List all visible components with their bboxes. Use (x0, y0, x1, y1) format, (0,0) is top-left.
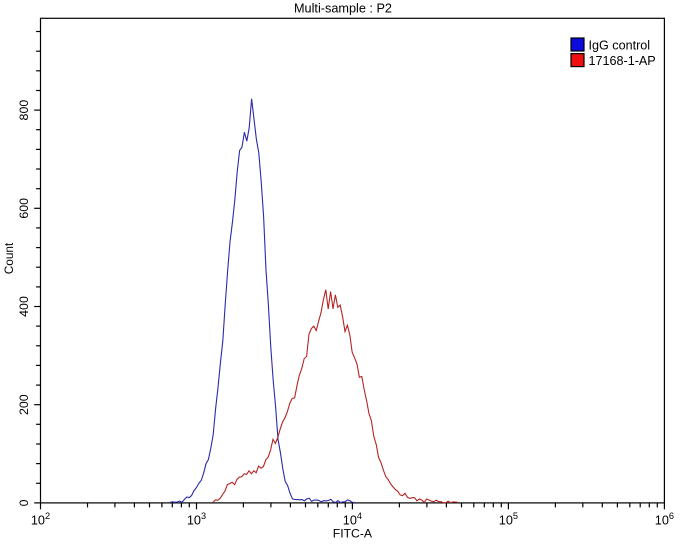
svg-text:600: 600 (17, 198, 31, 219)
svg-text:Multi-sample : P2: Multi-sample : P2 (294, 1, 392, 15)
svg-text:Count: Count (2, 242, 16, 274)
svg-text:IgG control: IgG control (589, 38, 651, 52)
svg-text:400: 400 (17, 296, 31, 317)
svg-text:0: 0 (17, 499, 31, 506)
svg-text:200: 200 (17, 394, 31, 415)
svg-text:FITC-A: FITC-A (333, 526, 373, 540)
svg-text:800: 800 (17, 100, 31, 121)
svg-text:17168-1-AP: 17168-1-AP (589, 54, 656, 68)
